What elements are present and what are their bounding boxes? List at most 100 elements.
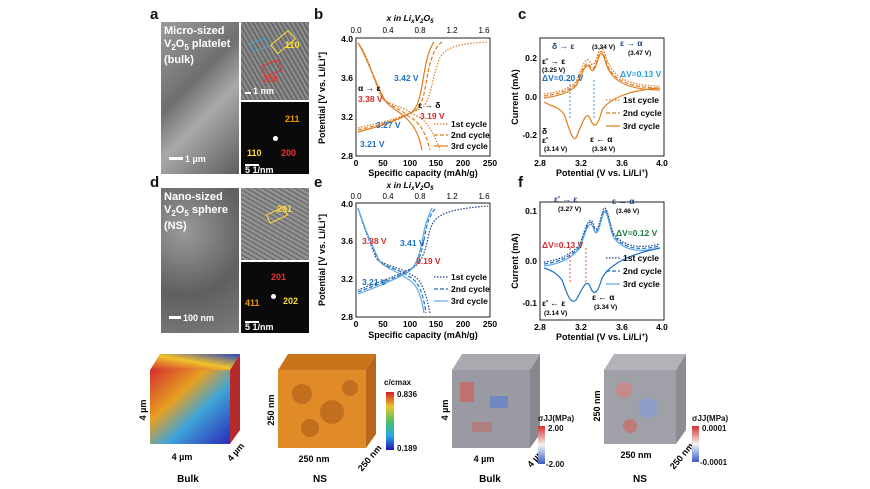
chart-c-annot-347: (3.47 V) (628, 50, 651, 57)
chart-b-annot-319: 3.19 V (420, 111, 445, 121)
chart-b-ytick: 3.2 (341, 112, 353, 122)
colorbar-stress-bulk: σJJ(MPa) 2.00 -2.00 (534, 414, 584, 480)
chart-e-yticks: 2.8 3.2 3.6 4.0 (341, 199, 353, 322)
chart-e-x2tick: 0.4 (382, 192, 394, 201)
bulk2-dim-height: 4 µm (440, 400, 450, 421)
chart-b-xtick: 250 (483, 158, 497, 168)
chart-e-ytick: 3.2 (341, 274, 353, 284)
chart-b-ylabel: Potential [V vs. Li/Li+] (317, 52, 327, 144)
chart-e-x2label: x in LixV2O5 (386, 180, 435, 192)
chart-b-annot-eps-delta: ε → δ (418, 100, 440, 110)
chart-b-xtick: 150 (429, 158, 443, 168)
chart-b-x2tick: 0.0 (350, 26, 362, 35)
chart-f-ytick: 0.1 (525, 206, 537, 216)
chart-b-annot-342: 3.42 V (394, 73, 419, 83)
chart-b-legend-2nd: 2nd cycle (451, 130, 490, 140)
chart-e-legend-3rd: 3rd cycle (451, 296, 488, 306)
saed-ns-scale-label: 5 1/nm (245, 322, 274, 332)
chart-c-legend-2nd: 2nd cycle (623, 108, 662, 118)
hrtem-fringe-201: 201 (277, 204, 293, 214)
hrtem-fringe-110: 110 (285, 40, 300, 50)
chart-f-xlabel: Potential (V vs. Li/Li+) (556, 332, 648, 342)
chart-e-ytick: 2.8 (341, 312, 353, 322)
chart-e-curve-3rd-discharge (357, 207, 425, 314)
ns-title-line3: (NS) (164, 220, 187, 233)
chart-f-annot-314: (3.14 V) (544, 310, 567, 317)
chart-e-x2tick: 1.6 (478, 192, 490, 201)
chart-b-curve-3rd-charge (357, 41, 435, 133)
chart-f-legend: 1st cycle 2nd cycle 3rd cycle (606, 253, 662, 289)
chart-c-annot-dv013: ΔV=0.13 V (620, 69, 662, 79)
chart-c-annot-epsp-eps: ε' → ε (542, 56, 565, 66)
chart-f-annot-epsp-eps: ε' → ε (554, 194, 577, 204)
chart-c-annot-325: (3.25 V) (542, 67, 565, 74)
chart-f-ytick: -0.1 (522, 298, 537, 308)
chart-e-annot-319: 3.19 V (416, 256, 441, 266)
chart-b-x2tick: 1.2 (446, 26, 458, 35)
bulk-title-line3: (bulk) (164, 54, 194, 67)
chart-c-xticks: 2.8 3.2 3.6 4.0 (534, 158, 668, 168)
chart-c-annot-delta-eps: δ → ε (552, 41, 574, 51)
chart-f-annot-eps-from-alpha: ε ← α (592, 292, 615, 302)
chart-c-plot-frame (539, 37, 665, 157)
cbar1-max: 0.836 (397, 390, 418, 399)
chart-b-x2tick: 0.8 (414, 26, 426, 35)
chart-f-annot-eps-alpha: ε → α (612, 196, 635, 206)
chart-b-x2tick: 0.4 (382, 26, 394, 35)
cbar2-max: 2.00 (548, 424, 564, 433)
chart-b-annot-338: 3.38 V (358, 94, 383, 104)
sim-ns-concentration: 250 nm 250 nm 250 nm NS (266, 354, 384, 485)
chart-c-xtick: 2.8 (534, 158, 546, 168)
chart-f-ytick: 0.0 (525, 256, 537, 266)
chart-c-ytick: 0.0 (525, 92, 537, 102)
chart-c-legend: 1st cycle 2nd cycle 3rd cycle (606, 95, 662, 131)
chart-c-annot-eps-from-alpha: ε ← α (590, 134, 613, 144)
colorbar-stress-ns: σJJ(MPa) 0.0001 -0.0001 (690, 414, 750, 478)
chart-e-x2ticks: 0.0 0.4 0.8 1.2 1.6 (350, 192, 490, 201)
chart-c-annot-delta: δ (542, 126, 547, 136)
saed-spot-110: 110 (247, 148, 262, 158)
chart-b-xtick: 0 (354, 158, 359, 168)
chart-c-curve-3rd-anodic (543, 52, 661, 99)
chart-f-annot-epsp-from-eps: ε' ← ε (542, 298, 565, 308)
chart-e-annot-338: 3.38 V (362, 236, 387, 246)
chart-b-xtick: 200 (456, 158, 470, 168)
chart-e-plot-frame (355, 202, 491, 318)
chart-b-xlabel: Specific capacity (mAh/g) (368, 168, 478, 178)
sim-bulk-concentration: 4 µm 4 µm 4 µm Bulk (138, 354, 246, 485)
hrtem-image-ns: 201 (241, 188, 309, 260)
ns-title-line2: V2O5 sphere (164, 204, 228, 219)
chart-f-legend-1st: 1st cycle (623, 253, 659, 263)
saed-image-bulk: 211 110 200 5 1/nm (241, 102, 309, 175)
chart-e-xtick: 50 (378, 319, 388, 329)
cbar1-min: 0.189 (397, 444, 418, 453)
chart-b-xtick: 50 (378, 158, 388, 168)
chart-f-curve-3rd-anodic (543, 211, 661, 267)
chart-c-ylabel: Current (mA) (510, 69, 520, 125)
chart-e-legend: 1st cycle 2nd cycle 3rd cycle (434, 272, 490, 306)
panel-letter-b: b (314, 6, 324, 23)
chart-b-annot-321: 3.21 V (360, 139, 385, 149)
ns2-dim-width: 250 nm (620, 450, 651, 460)
chart-f-curve-1st-anodic (543, 207, 661, 263)
chart-f-xtick: 2.8 (534, 322, 546, 332)
chart-b-curve-2nd-charge (357, 41, 443, 131)
chart-f-yticks: -0.1 0.0 0.1 (522, 206, 537, 308)
chart-e-annot-321: 3.21 V (362, 277, 387, 287)
chart-f-xtick: 3.2 (575, 322, 587, 332)
saed-spot-200: 200 (281, 148, 297, 158)
cbar2-min: -2.00 (546, 460, 565, 469)
saed-spot-411: 411 (245, 298, 260, 308)
chart-e-curve-1st-charge (357, 205, 489, 291)
chart-e-xtick: 150 (429, 319, 443, 329)
panel-letter-e: e (314, 174, 323, 191)
hrtem-image-bulk: 110 200 1 nm (241, 22, 309, 100)
chart-f-annot-327: (3.27 V) (558, 206, 581, 213)
chart-c-annot-334: (3.34 V) (592, 44, 615, 51)
chart-b-x2label: x in LixV2O5 (386, 13, 435, 25)
chart-b-yticks: 2.8 3.2 3.6 4.0 (341, 34, 353, 161)
chart-b-legend-3rd: 3rd cycle (451, 141, 488, 151)
chart-c-annot-eps-alpha: ε → α (620, 38, 643, 48)
chart-e-x2tick: 0.0 (350, 192, 362, 201)
chart-e-legend-1st: 1st cycle (451, 272, 487, 282)
